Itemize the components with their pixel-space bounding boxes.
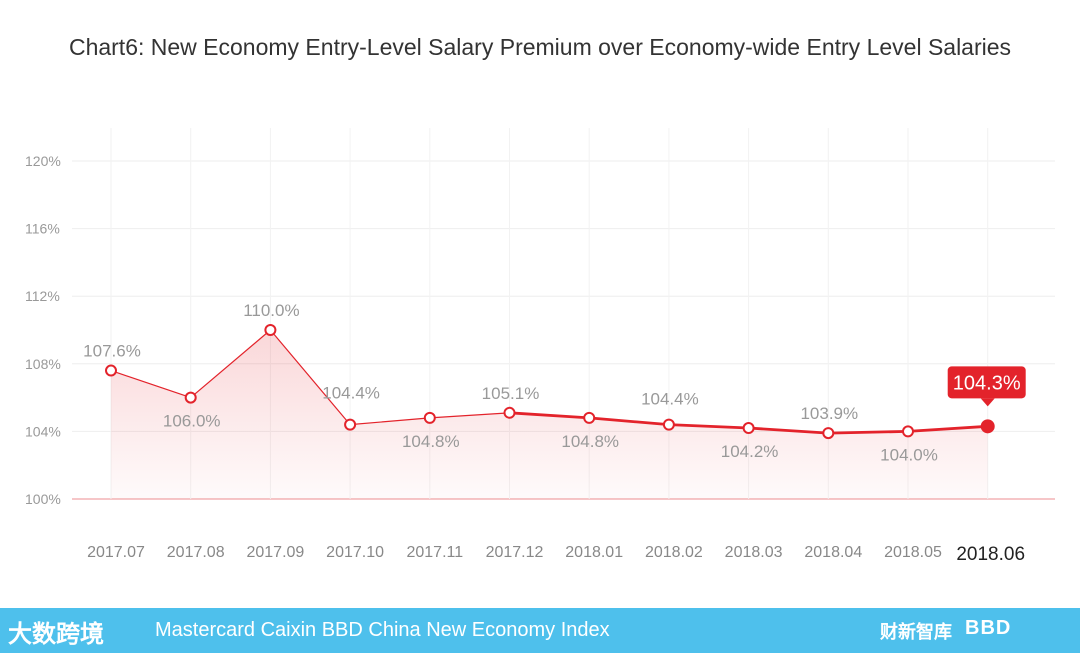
data-label: 104.4% — [641, 390, 699, 409]
line-segment — [508, 411, 591, 420]
x-tick-label: 2017.10 — [326, 544, 384, 561]
data-label: 104.8% — [561, 432, 619, 451]
x-tick-label: 2018.05 — [884, 544, 942, 561]
x-tick-label: 2018.01 — [565, 544, 623, 561]
line-segment — [747, 426, 830, 435]
highlight-label-pointer — [980, 398, 995, 407]
data-point — [583, 411, 596, 424]
y-tick-label: 104% — [25, 423, 61, 439]
x-tick-label: 2018.06 — [956, 544, 1025, 565]
data-label: 106.0% — [163, 412, 221, 431]
bbd-logo: BBD — [965, 617, 1012, 639]
data-point — [902, 425, 914, 438]
data-label: 104.0% — [880, 445, 938, 464]
area-path — [111, 330, 988, 499]
x-tick-label: 2018.03 — [725, 544, 783, 561]
line-segment — [429, 412, 511, 419]
line-segment — [190, 329, 271, 399]
highlight-label-box — [947, 366, 1026, 399]
y-tick-label: 116% — [25, 221, 60, 237]
footer-logo: 大数跨境 — [8, 621, 104, 648]
x-tick-label: 2018.02 — [645, 544, 703, 561]
footer-bar: 大数跨境 Mastercard Caixin BBD China New Eco… — [0, 608, 1080, 653]
x-tick-label: 2017.11 — [406, 544, 463, 561]
data-point — [662, 418, 675, 431]
data-label: 103.9% — [800, 404, 858, 423]
data-label-highlight: 104.3% — [953, 372, 1021, 394]
line-segment — [667, 423, 750, 430]
y-tick-label: 120% — [25, 153, 61, 169]
data-labels: 107.6% 106.0% 110.0% 104.4% 104.8% 105.1% 104.… — [83, 301, 1026, 464]
x-tick-label: 2017.12 — [486, 544, 544, 561]
data-label: 104.2% — [721, 442, 779, 461]
x-tick-label: 2017.09 — [246, 544, 304, 561]
axis-labels: 100% 104% 108% 112% 116% 120% 2017.07 2017.08 20… — [25, 153, 1025, 565]
data-point — [344, 418, 357, 431]
data-label: 105.1% — [482, 384, 540, 403]
line-segment — [110, 369, 192, 399]
data-point — [105, 364, 117, 377]
data-point-highlight — [980, 419, 995, 434]
line-segment — [906, 424, 990, 433]
data-label: 107.6% — [83, 342, 141, 361]
data-label: 110.0% — [243, 301, 299, 320]
chart-title: Chart6: New Economy Entry-Level Salary P… — [68, 34, 1012, 60]
x-tick-label: 2017.07 — [87, 544, 145, 561]
y-tick-label: 112% — [25, 288, 60, 304]
series-line — [110, 329, 990, 435]
line-segment — [587, 416, 671, 427]
x-tick-label: 2017.08 — [167, 544, 225, 561]
data-label: 104.4% — [322, 384, 380, 403]
data-point — [264, 324, 277, 336]
data-point — [503, 406, 516, 419]
line-segment — [349, 417, 431, 426]
line-segment — [269, 329, 351, 426]
y-tick-label: 108% — [25, 356, 61, 372]
y-tick-label: 100% — [25, 491, 61, 507]
data-point — [184, 391, 197, 404]
x-tick-label: 2018.04 — [804, 544, 862, 561]
data-points — [105, 324, 995, 440]
data-point — [423, 411, 436, 424]
area-fill — [111, 330, 988, 499]
data-label: 104.8% — [402, 432, 460, 451]
data-point — [742, 422, 755, 435]
data-point — [822, 427, 835, 440]
footer-index-name: Mastercard Caixin BBD China New Economy … — [155, 619, 610, 641]
caixin-insight-logo: 财新智库 — [880, 622, 952, 642]
line-segment — [826, 429, 910, 435]
line-chart: 107.6% 106.0% 110.0% 104.4% 104.8% 105.1% 104.… — [25, 128, 1055, 565]
